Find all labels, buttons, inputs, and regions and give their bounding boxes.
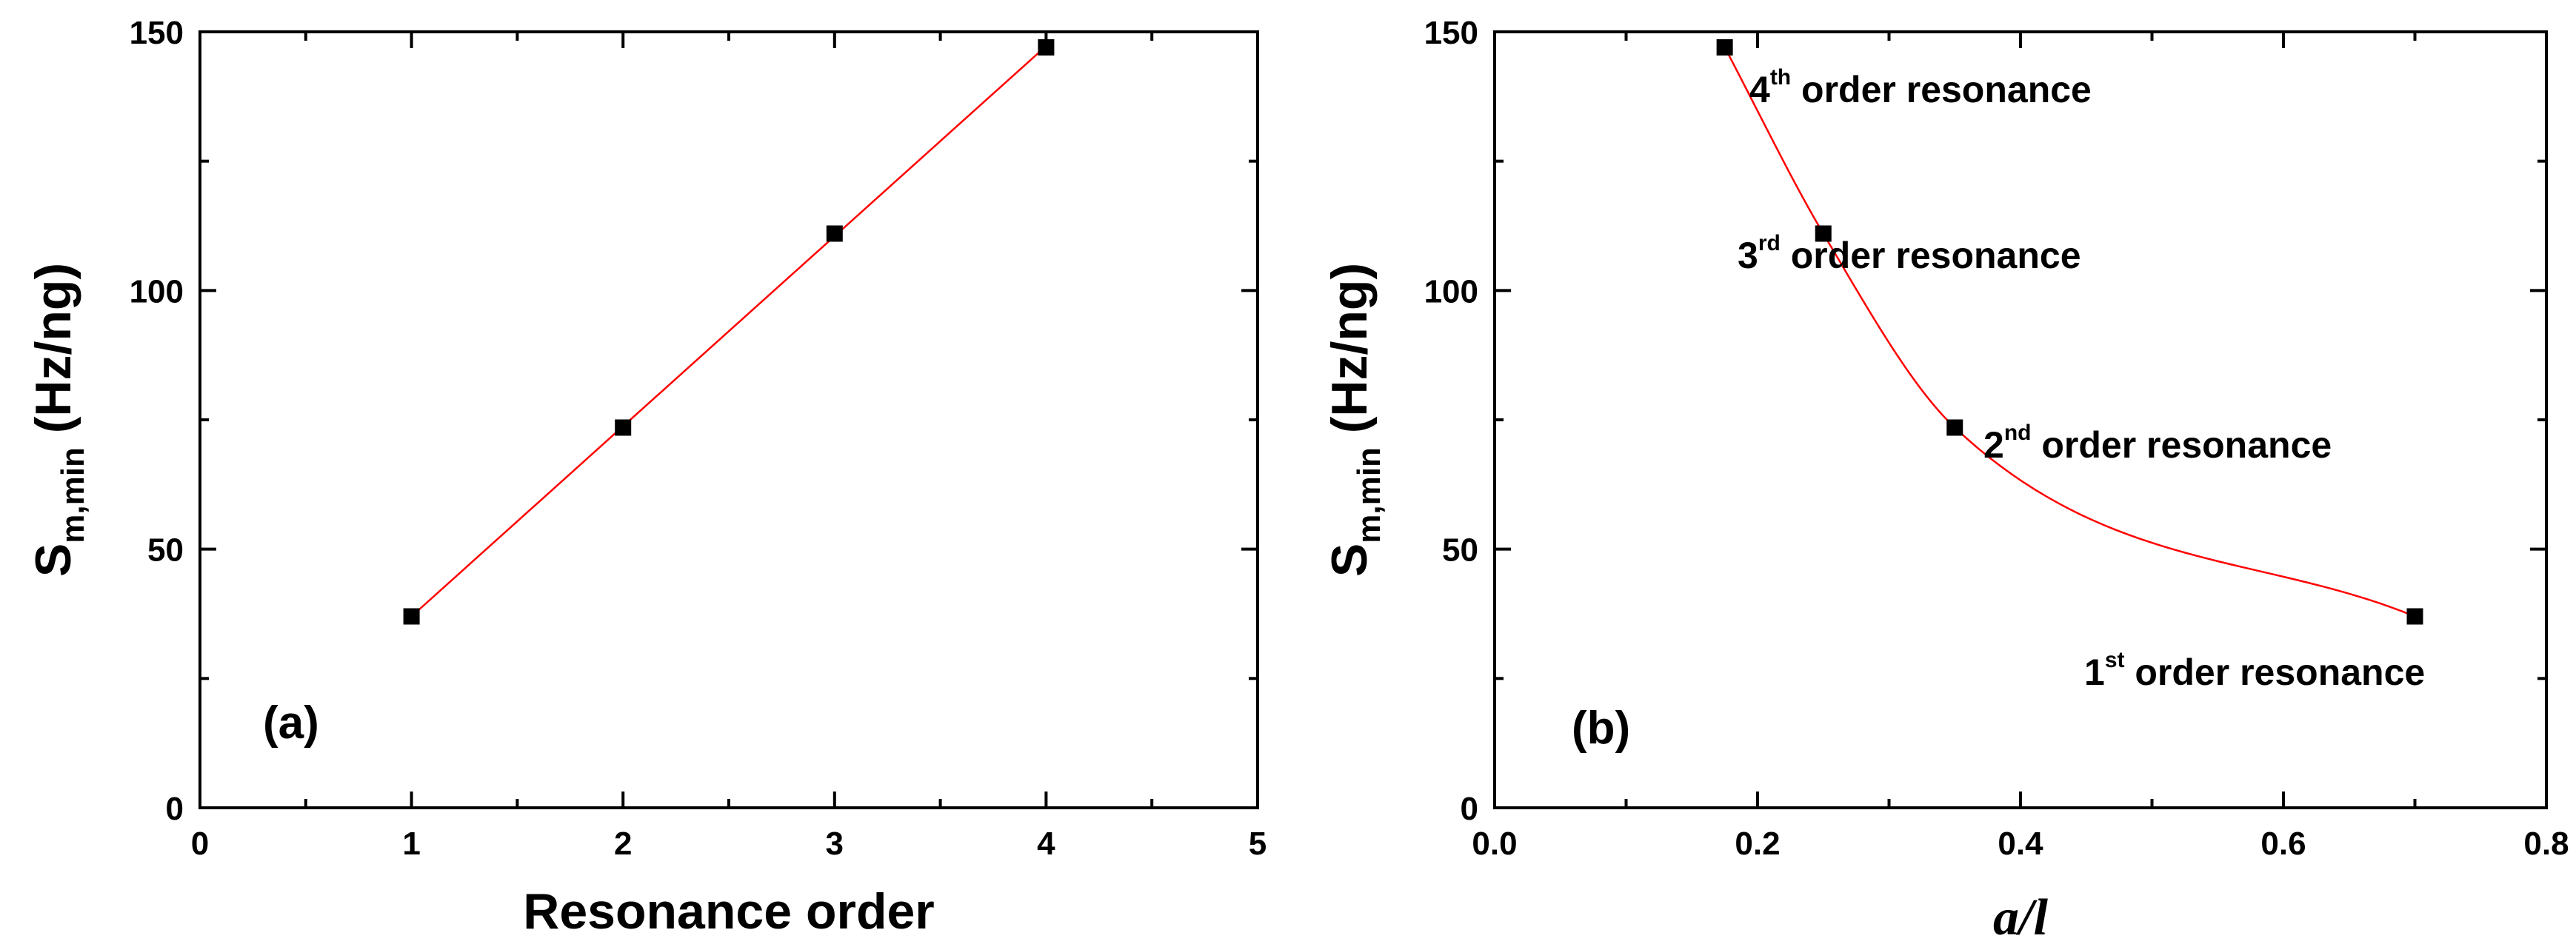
annotation-order-number: 3 <box>1738 235 1758 276</box>
annotation-text: order resonance <box>1791 69 2092 110</box>
y-tick-label: 150 <box>1424 15 1478 51</box>
annotation-order-number: 1 <box>2084 652 2105 693</box>
y-axis-label-main: S <box>1321 543 1378 577</box>
resonance-annotation: 3rd order resonance <box>1738 231 2081 276</box>
resonance-annotation: 4th order resonance <box>1749 65 2092 110</box>
plot-frame-a <box>198 30 1259 809</box>
resonance-annotation: 2nd order resonance <box>1983 421 2332 466</box>
annotation-order-number: 4 <box>1749 69 1770 110</box>
annotation-order-number: 2 <box>1983 424 2004 466</box>
y-axis-label-subscript: m,min <box>55 447 91 543</box>
annotation-superscript: th <box>1770 65 1791 90</box>
data-point <box>615 419 632 436</box>
x-tick-label: 0.4 <box>1998 826 2043 862</box>
panel-b-chart: 0.0 0.2 0.4 0.6 0.8 0 50 100 150 a/l Sm,min (Hz/ng… <box>1321 15 2569 946</box>
x-tick-label: 0.0 <box>1472 826 1517 862</box>
y-axis-label-main: S <box>25 543 81 577</box>
x-tick-label: 5 <box>1249 826 1267 862</box>
x-axis-label: a/l <box>1993 889 2048 946</box>
annotation-text: order resonance <box>1781 235 2081 276</box>
y-axis-label-subscript: m,min <box>1351 447 1387 543</box>
fit-curve-a <box>410 45 1047 618</box>
data-point <box>826 225 843 242</box>
x-tick-label: 1 <box>402 826 420 862</box>
data-point <box>1815 225 1832 242</box>
x-tick-label: 3 <box>826 826 844 862</box>
x-tick-label: 2 <box>614 826 632 862</box>
panel-label: (b) <box>1572 703 1630 754</box>
x-tick-label: 0.6 <box>2260 826 2306 862</box>
y-axis-label: Sm,min (Hz/ng) <box>25 263 91 577</box>
annotation-text: order resonance <box>2031 424 2332 466</box>
x-tick-label: 0.2 <box>1735 826 1780 862</box>
y-axis-label-units: (Hz/ng) <box>1321 263 1378 447</box>
panel-label: (a) <box>263 697 319 749</box>
resonance-annotation: 1st order resonance <box>2084 648 2425 693</box>
y-axis-label: Sm,min (Hz/ng) <box>1321 263 1387 577</box>
y-axis-label-units: (Hz/ng) <box>25 263 81 447</box>
x-tick-label: 0.8 <box>2523 826 2569 862</box>
data-point <box>1038 39 1055 56</box>
x-axis-label: Resonance order <box>523 883 935 940</box>
y-tick-label: 50 <box>147 532 184 569</box>
x-tick-label: 0 <box>191 826 209 862</box>
y-tick-label: 0 <box>166 791 184 827</box>
y-tick-label: 150 <box>130 15 184 51</box>
fit-curve-b <box>1724 47 2415 618</box>
data-point <box>403 608 420 625</box>
annotation-superscript: rd <box>1758 231 1781 255</box>
y-tick-label: 100 <box>1424 273 1478 309</box>
data-point <box>1946 419 1963 436</box>
annotation-text: order resonance <box>2125 652 2426 693</box>
data-point <box>2406 608 2423 625</box>
annotation-superscript: nd <box>2004 421 2032 445</box>
y-tick-label: 100 <box>130 273 184 309</box>
y-tick-label: 50 <box>1442 532 1478 569</box>
x-tick-label: 4 <box>1037 826 1055 862</box>
y-tick-label: 0 <box>1461 791 1478 827</box>
annotation-superscript: st <box>2105 648 2125 672</box>
data-point <box>1716 39 1733 56</box>
